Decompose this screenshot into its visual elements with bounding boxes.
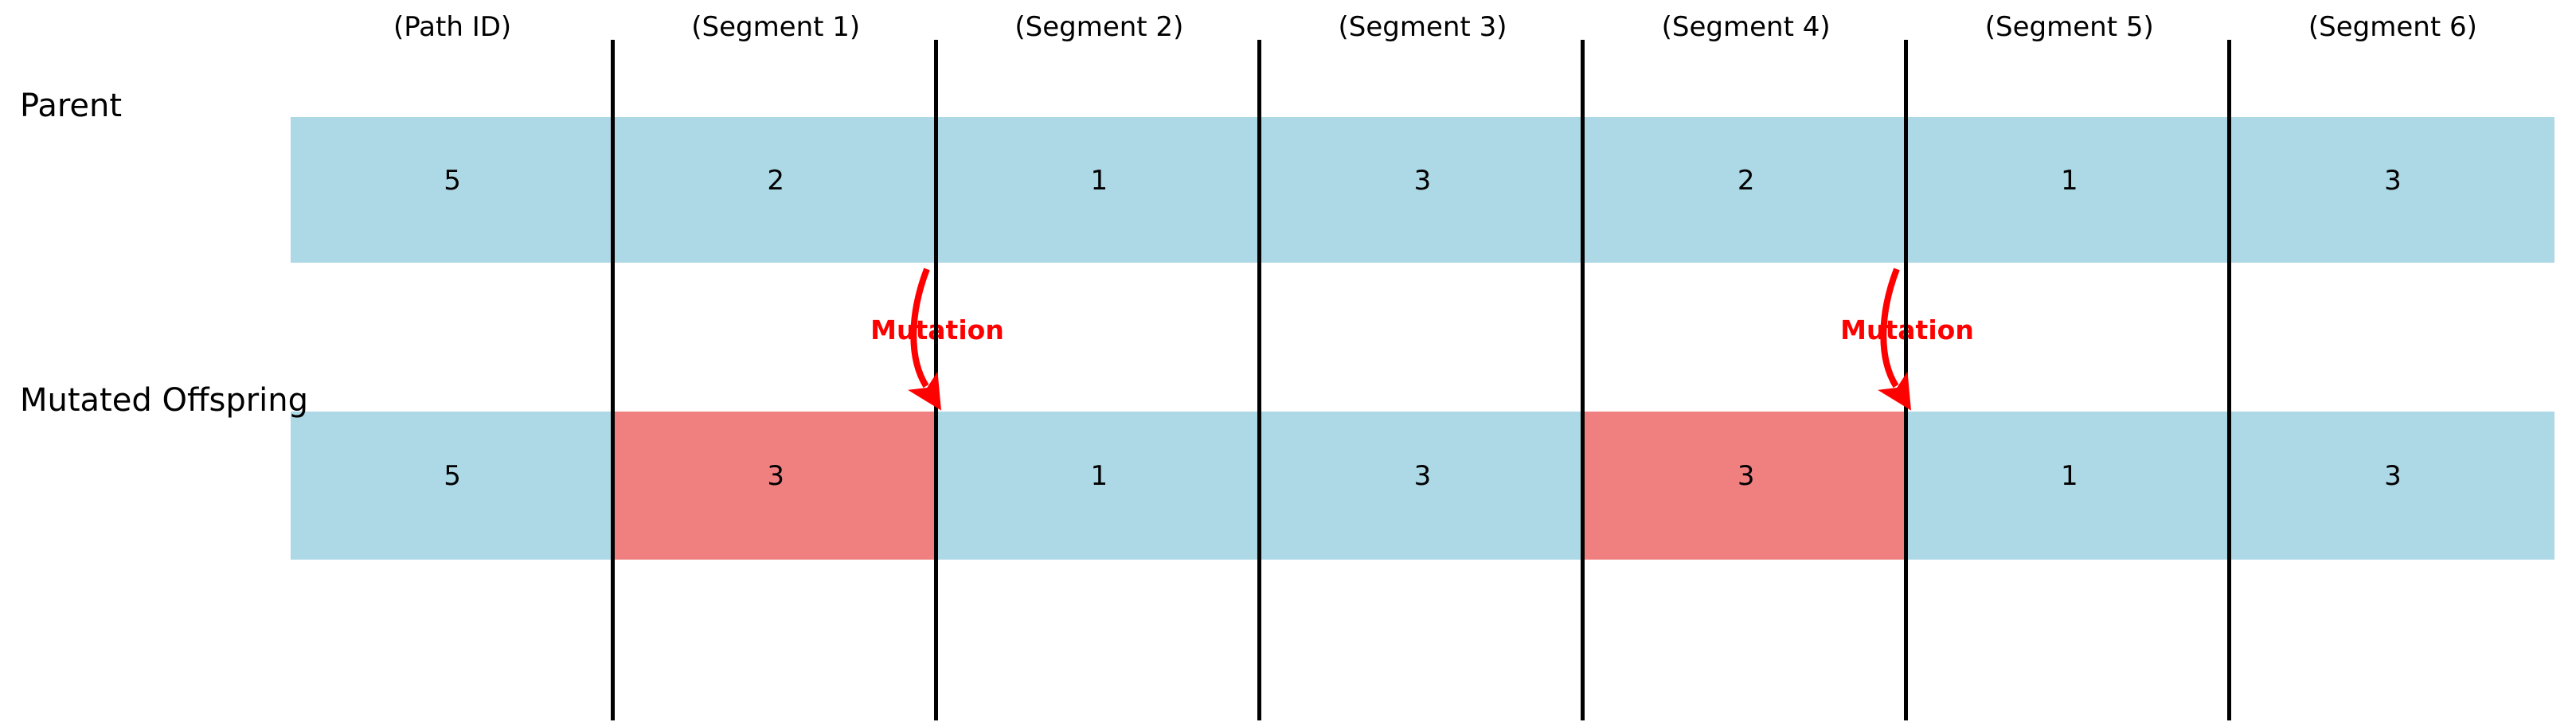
offspring-cell-value: 5 xyxy=(444,460,461,492)
parent-row-label: Parent xyxy=(20,88,123,124)
column-header-segment-1: (Segment 1) xyxy=(691,11,861,43)
offspring-chromosome-bar: 5 3 1 3 3 1 3 xyxy=(291,412,2555,560)
offspring-cell-value: 3 xyxy=(767,460,785,492)
parent-cell-value: 2 xyxy=(767,164,785,197)
parent-cell-value: 5 xyxy=(444,164,461,197)
parent-cell-value: 2 xyxy=(1737,164,1755,197)
parent-cell: 3 xyxy=(1261,117,1585,263)
offspring-cell: 5 xyxy=(291,412,615,560)
offspring-cell: 3 xyxy=(1261,412,1585,560)
parent-cell-value: 1 xyxy=(2060,164,2078,197)
parent-chromosome-bar: 5 2 1 3 2 1 3 xyxy=(291,117,2555,263)
offspring-cell: 3 xyxy=(1584,412,1908,560)
offspring-cell: 1 xyxy=(937,412,1261,560)
column-header-segment-6: (Segment 6) xyxy=(2308,11,2477,43)
offspring-cell-value: 1 xyxy=(1090,460,1108,492)
column-header-segment-2: (Segment 2) xyxy=(1014,11,1184,43)
parent-cell: 2 xyxy=(614,117,938,263)
parent-cell: 3 xyxy=(2230,117,2555,263)
parent-cell-value: 1 xyxy=(1090,164,1108,197)
offspring-cell: 3 xyxy=(2230,412,2555,560)
offspring-cell-value: 3 xyxy=(1413,460,1432,492)
divider-line xyxy=(1581,40,1585,720)
divider-line xyxy=(1904,40,1908,720)
divider-line xyxy=(1257,40,1261,720)
offspring-cell: 1 xyxy=(1907,412,2231,560)
offspring-cell: 3 xyxy=(614,412,938,560)
parent-cell: 2 xyxy=(1584,117,1908,263)
parent-cell: 1 xyxy=(1907,117,2231,263)
offspring-cell-value: 3 xyxy=(2384,460,2402,492)
column-header-path-id: (Path ID) xyxy=(393,11,512,43)
parent-cell-value: 3 xyxy=(1413,164,1432,197)
divider-line xyxy=(934,40,938,720)
offspring-cell-value: 3 xyxy=(1737,460,1755,492)
divider-line xyxy=(611,40,615,720)
parent-cell: 5 xyxy=(291,117,615,263)
column-header-segment-5: (Segment 5) xyxy=(1984,11,2154,43)
column-header-segment-3: (Segment 3) xyxy=(1338,11,1507,43)
parent-cell-value: 3 xyxy=(2384,164,2402,197)
offspring-cell-value: 1 xyxy=(2060,460,2078,492)
column-header-row: (Path ID) (Segment 1) (Segment 2) (Segme… xyxy=(291,10,2555,45)
parent-cell: 1 xyxy=(937,117,1261,263)
divider-line xyxy=(2227,40,2231,720)
offspring-row-label: Mutated Offspring xyxy=(20,382,309,419)
column-header-segment-4: (Segment 4) xyxy=(1661,11,1831,43)
